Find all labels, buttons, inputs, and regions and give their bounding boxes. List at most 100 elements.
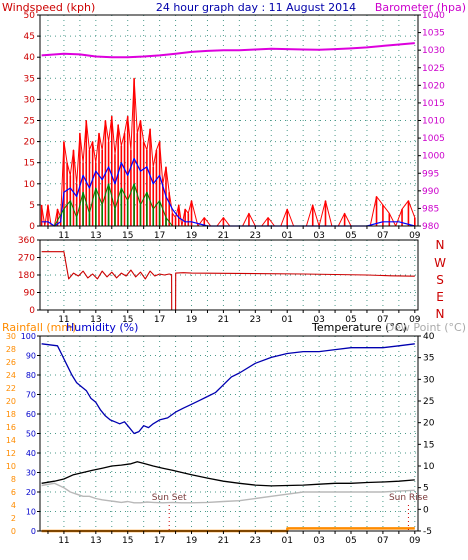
humidity-y-tick-label: 0 [31, 527, 36, 536]
series-layer [40, 42, 416, 533]
direction-y-tick-label: 360 [18, 236, 35, 246]
temperature-y-tick-label: 0 [423, 505, 429, 515]
x-tick-label: 19 [186, 315, 198, 325]
barometer-y-tick-label: 980 [422, 222, 439, 232]
dewpoint-line [41, 482, 415, 504]
barometer-y-tick-label: 1025 [422, 64, 445, 74]
humidity-line [41, 343, 415, 435]
rainfall-y-tick-label: 20 [6, 397, 16, 406]
x-tick-label: 03 [313, 315, 324, 325]
x-tick-label: 23 [250, 315, 261, 325]
barometer-y-tick-label: 985 [422, 204, 439, 214]
humidity-y-tick-label: 20 [26, 488, 36, 497]
x-tick-label: 01 [281, 315, 292, 325]
x-tick-label: 13 [90, 536, 101, 546]
humidity-y-tick-label: 50 [26, 430, 36, 439]
barometer-y-tick-label: 1015 [422, 99, 445, 109]
x-tick-label: 13 [90, 231, 101, 241]
temperature-y-tick-label: 10 [423, 462, 435, 472]
direction-label-e: E [436, 290, 444, 304]
rainfall-y-tick-label: 12 [6, 449, 16, 458]
x-tick-label: 05 [345, 315, 356, 325]
barometer-y-tick-label: 995 [422, 169, 439, 179]
wind-y-tick-label: 40 [24, 53, 36, 63]
x-tick-label: 09 [409, 231, 421, 241]
wind-y-tick-label: 5 [29, 201, 35, 211]
rainfall-y-tick-label: 18 [6, 410, 16, 419]
dewpoint-title: Dew Point (°C) [386, 321, 466, 334]
temperature-y-tick-label: 5 [423, 484, 429, 494]
temperature-line [41, 461, 415, 487]
x-tick-label: 15 [122, 315, 133, 325]
wind-y-tick-label: 50 [24, 11, 36, 21]
rainfall-y-tick-label: 2 [11, 514, 16, 523]
humidity-y-tick-label: 30 [26, 469, 36, 478]
direction-label-n-top: N [436, 238, 445, 252]
barometer-line [41, 42, 415, 59]
direction-label-n-bottom: N [436, 307, 445, 321]
x-tick-label: 11 [58, 536, 69, 546]
x-tick-label: 13 [90, 315, 101, 325]
x-tick-label: 15 [122, 231, 133, 241]
rainfall-y-tick-label: 30 [6, 332, 16, 341]
rainfall-y-tick-label: 4 [11, 501, 16, 510]
barometer-y-tick-label: 1040 [422, 11, 445, 21]
humidity-y-tick-label: 100 [21, 332, 36, 341]
windspeed-title: Windspeed (kph) [2, 1, 95, 14]
rainfall-y-tick-label: 28 [6, 345, 16, 354]
sunset-label: Sun Set [152, 493, 187, 503]
graph-title: 24 hour graph day : 11 August 2014 [156, 1, 356, 14]
x-tick-label: 03 [313, 231, 324, 241]
wind-y-tick-label: 35 [24, 74, 35, 84]
wind-y-tick-label: 0 [29, 222, 35, 232]
humidity-y-tick-label: 60 [26, 410, 36, 419]
x-tick-label: 01 [281, 536, 292, 546]
rainfall-y-tick-label: 8 [11, 475, 16, 484]
x-tick-label: 07 [377, 536, 388, 546]
rainfall-title: Rainfall (mm) [2, 321, 76, 334]
barometer-y-tick-label: 1020 [422, 81, 445, 91]
temperature-title: Temperature (°C) [311, 321, 407, 334]
direction-label-w: W [434, 256, 446, 270]
rainfall-y-tick-label: 22 [6, 384, 16, 393]
humidity-y-tick-label: 90 [26, 352, 36, 361]
x-tick-label: 23 [250, 536, 261, 546]
wind-y-tick-label: 20 [24, 138, 36, 148]
wind-y-tick-label: 30 [24, 95, 36, 105]
x-tick-label: 17 [154, 536, 165, 546]
direction-line [41, 251, 415, 311]
wind-y-tick-label: 45 [24, 32, 35, 42]
x-tick-label: 11 [58, 315, 69, 325]
x-tick-label: 03 [313, 536, 324, 546]
humidity-y-tick-label: 10 [26, 508, 36, 517]
barometer-y-tick-label: 1000 [422, 152, 445, 162]
barometer-y-tick-label: 1010 [422, 117, 445, 127]
barometer-y-tick-label: 1035 [422, 29, 445, 39]
x-tick-label: 09 [409, 315, 421, 325]
direction-label-s: S [436, 273, 444, 287]
barometer-title: Barometer (hpa) [375, 1, 466, 14]
direction-y-tick-label: 0 [29, 306, 35, 316]
x-tick-label: 21 [218, 231, 229, 241]
x-tick-label: 11 [58, 231, 69, 241]
temperature-y-tick-label: 35 [423, 354, 434, 364]
temperature-y-tick-label: 15 [423, 440, 434, 450]
x-tick-label: 21 [218, 536, 229, 546]
humidity-y-tick-label: 40 [26, 449, 36, 458]
humidity-y-tick-label: 70 [26, 391, 36, 400]
direction-y-tick-label: 90 [24, 289, 36, 299]
humidity-y-tick-label: 80 [26, 371, 36, 380]
temperature-y-tick-label: 30 [423, 375, 435, 385]
wind-y-tick-label: 10 [24, 180, 36, 190]
x-tick-label: 19 [186, 536, 198, 546]
wind-y-tick-label: 15 [24, 159, 35, 169]
barometer-y-tick-label: 1005 [422, 134, 445, 144]
wind-plot-frame [39, 14, 419, 227]
temperature-y-tick-label: 40 [423, 332, 435, 342]
rainfall-y-tick-label: 24 [6, 371, 16, 380]
rainfall-y-tick-label: 26 [6, 358, 16, 367]
x-tick-label: 01 [281, 231, 292, 241]
